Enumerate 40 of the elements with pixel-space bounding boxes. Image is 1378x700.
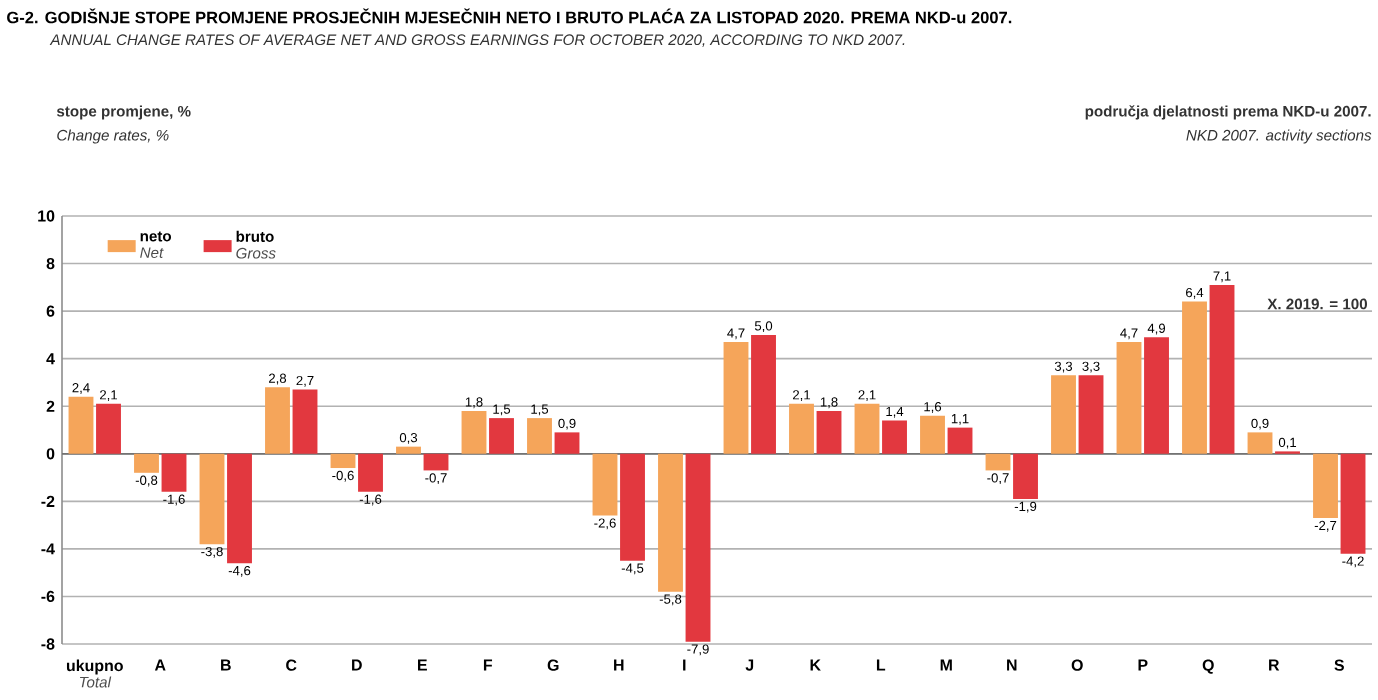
bar	[96, 403, 121, 454]
bar	[882, 420, 907, 454]
bar	[527, 418, 552, 454]
bar	[816, 410, 842, 454]
bar	[265, 387, 290, 454]
bar	[396, 446, 421, 454]
bar	[161, 453, 187, 492]
bar	[592, 453, 618, 516]
bar	[1051, 375, 1076, 454]
bar	[134, 453, 159, 473]
bar	[1340, 453, 1366, 554]
bar	[1078, 375, 1104, 454]
bar	[199, 453, 225, 545]
bar	[751, 334, 776, 454]
bar	[620, 453, 645, 561]
bar	[1209, 284, 1235, 454]
chart-title: G-2. GODIŠNJE STOPE PROMJENE PROSJEČNIH MJESEČNIH NETO I BRUTO PLAĆA ZA LISTOPAD 2020. PREMA NKD-u 2007.	[7, 8, 1012, 24]
bar	[68, 396, 94, 454]
bar	[1116, 342, 1142, 454]
bar	[489, 418, 514, 454]
bar	[854, 403, 880, 454]
bar	[723, 342, 749, 454]
bar	[1182, 301, 1207, 454]
bar	[1247, 432, 1273, 454]
bar	[789, 403, 814, 454]
bar	[947, 427, 973, 454]
bar	[330, 453, 356, 469]
bar	[658, 453, 683, 592]
bar	[985, 453, 1011, 471]
bar	[423, 453, 449, 471]
bar	[554, 432, 580, 454]
bar	[227, 453, 252, 564]
bar	[358, 453, 383, 492]
bar	[292, 389, 318, 454]
bar	[1013, 453, 1038, 499]
bar	[461, 410, 487, 454]
bar	[920, 415, 945, 454]
bar	[685, 453, 711, 642]
bar	[1313, 453, 1338, 518]
bar	[1144, 337, 1169, 454]
